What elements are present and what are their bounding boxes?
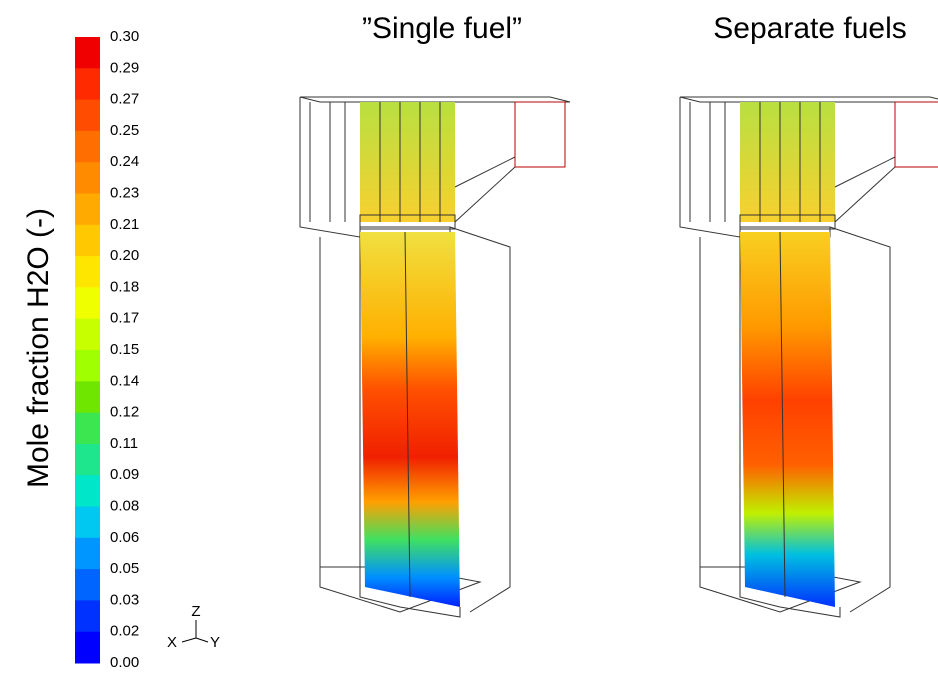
panel-title: ”Single fuel” (362, 12, 522, 45)
panel: Separate fuels (679, 12, 938, 618)
furnace-drawing (299, 96, 571, 618)
color-band (75, 569, 100, 601)
tick-label: 0.08 (110, 497, 139, 514)
color-band (75, 130, 100, 163)
color-band (75, 412, 100, 445)
tick-label: 0.03 (110, 591, 139, 608)
color-band (75, 506, 100, 539)
tick-label: 0.17 (110, 310, 139, 327)
tick-label: 0.18 (110, 278, 139, 295)
color-band (75, 600, 100, 633)
color-band (75, 287, 100, 320)
color-band (75, 443, 100, 476)
color-band (75, 631, 100, 664)
axis-label: X (167, 634, 177, 651)
tick-label: 0.11 (110, 435, 138, 452)
tick-label: 0.30 (110, 28, 139, 45)
tick-label: 0.15 (110, 341, 139, 358)
tick-label: 0.00 (110, 654, 139, 671)
color-band (75, 37, 100, 69)
tick-label: 0.25 (110, 122, 139, 139)
color-band (75, 162, 100, 194)
tick-label: 0.20 (110, 247, 139, 264)
tick-label: 0.27 (110, 91, 139, 108)
axes-triad: Z X Y (167, 603, 220, 651)
tick-label: 0.09 (110, 466, 139, 483)
tick-label: 0.24 (110, 153, 139, 170)
color-band (75, 537, 100, 570)
color-band (75, 381, 100, 414)
tick-label: 0.14 (110, 372, 139, 389)
color-band (75, 193, 100, 226)
color-band (75, 224, 100, 257)
axis-label: Z (191, 603, 200, 620)
panel-title: Separate fuels (713, 12, 906, 45)
color-band (75, 318, 100, 351)
colorbar-title: Mole fraction H2O (-) (22, 208, 55, 488)
tick-label: 0.29 (110, 59, 139, 76)
tick-label: 0.12 (110, 404, 139, 421)
panel: ”Single fuel” (299, 12, 571, 618)
color-band (75, 475, 100, 507)
tick-label: 0.21 (110, 216, 139, 233)
color-band (75, 256, 100, 288)
tick-label: 0.23 (110, 184, 139, 201)
tick-label: 0.05 (110, 560, 139, 577)
tick-label: 0.02 (110, 623, 139, 640)
color-band (75, 68, 100, 101)
tick-label: 0.06 (110, 529, 139, 546)
axis-label: Y (210, 634, 220, 651)
furnace-drawing (679, 96, 938, 618)
color-band (75, 350, 100, 382)
colorbar: 0.30 0.29 0.27 0.25 0.24 0.23 0.21 0.20 0.18 0.17… (75, 28, 139, 671)
color-band (75, 99, 100, 132)
